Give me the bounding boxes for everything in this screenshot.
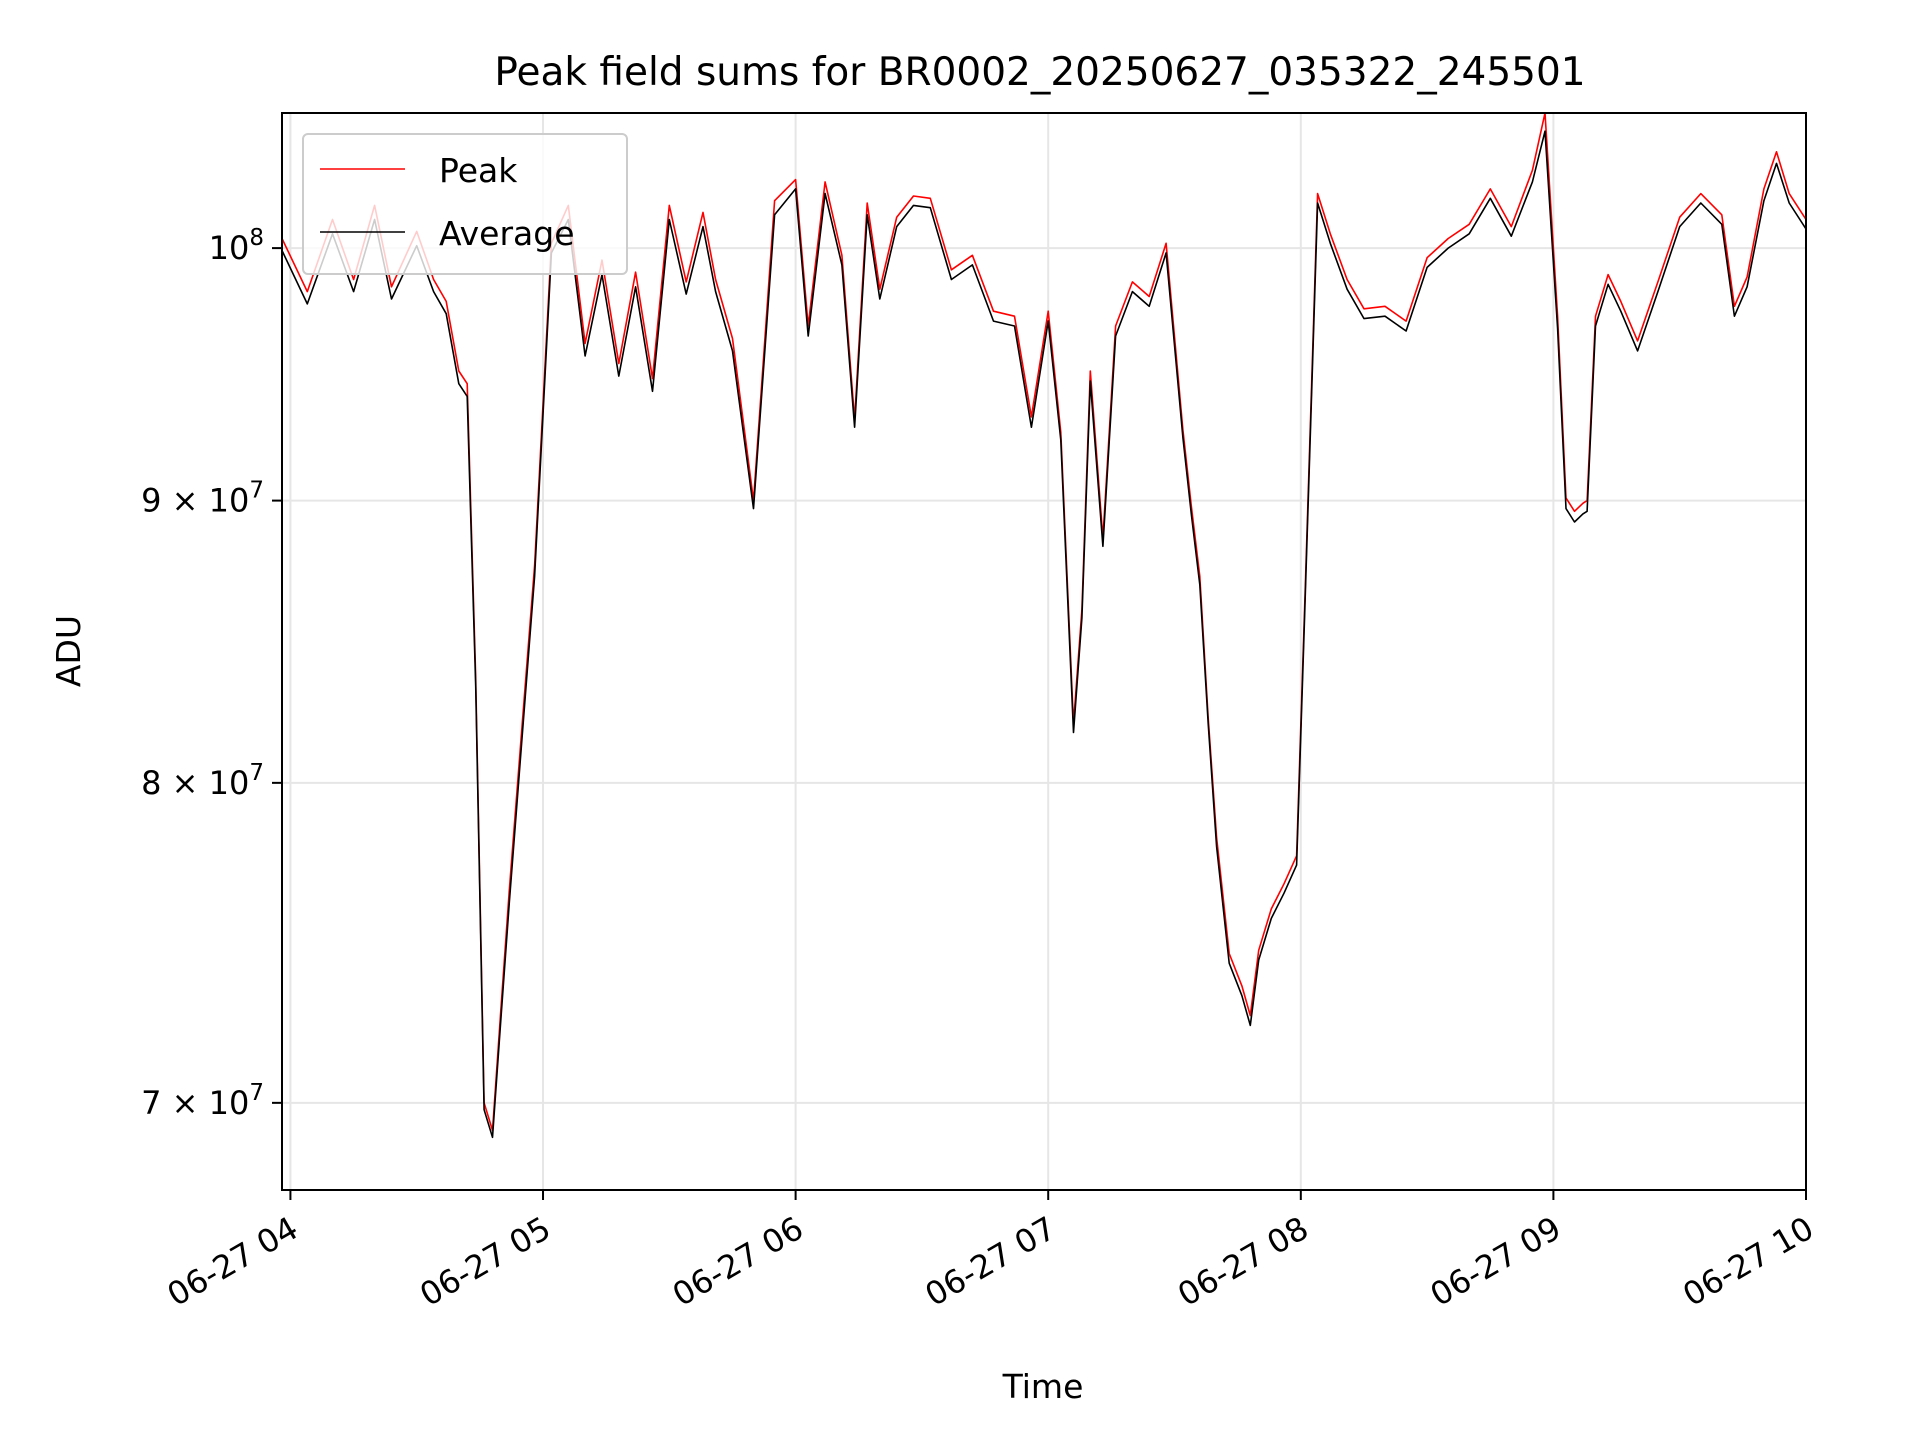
- y-tick-label: 7 × 107: [141, 1080, 264, 1122]
- series-line-average: [282, 130, 1806, 1139]
- chart-title: Peak field sums for BR0002_20250627_0353…: [494, 50, 1585, 95]
- y-tick-label: 8 × 107: [141, 760, 264, 802]
- legend: Peak Average: [302, 133, 628, 275]
- plot-frame: [281, 112, 1807, 1191]
- plot-area: [282, 113, 1806, 1139]
- legend-label-average: Average: [439, 214, 575, 253]
- y-axis-ticks: 7 × 107 8 × 107 9 × 107 108: [141, 225, 282, 1122]
- y-axis-label: ADU: [49, 615, 88, 687]
- y-tick-label: 9 × 107: [141, 478, 264, 520]
- legend-label-peak: Peak: [439, 151, 518, 190]
- x-axis-label: Time: [1002, 1367, 1084, 1406]
- y-tick-label: 108: [209, 225, 264, 267]
